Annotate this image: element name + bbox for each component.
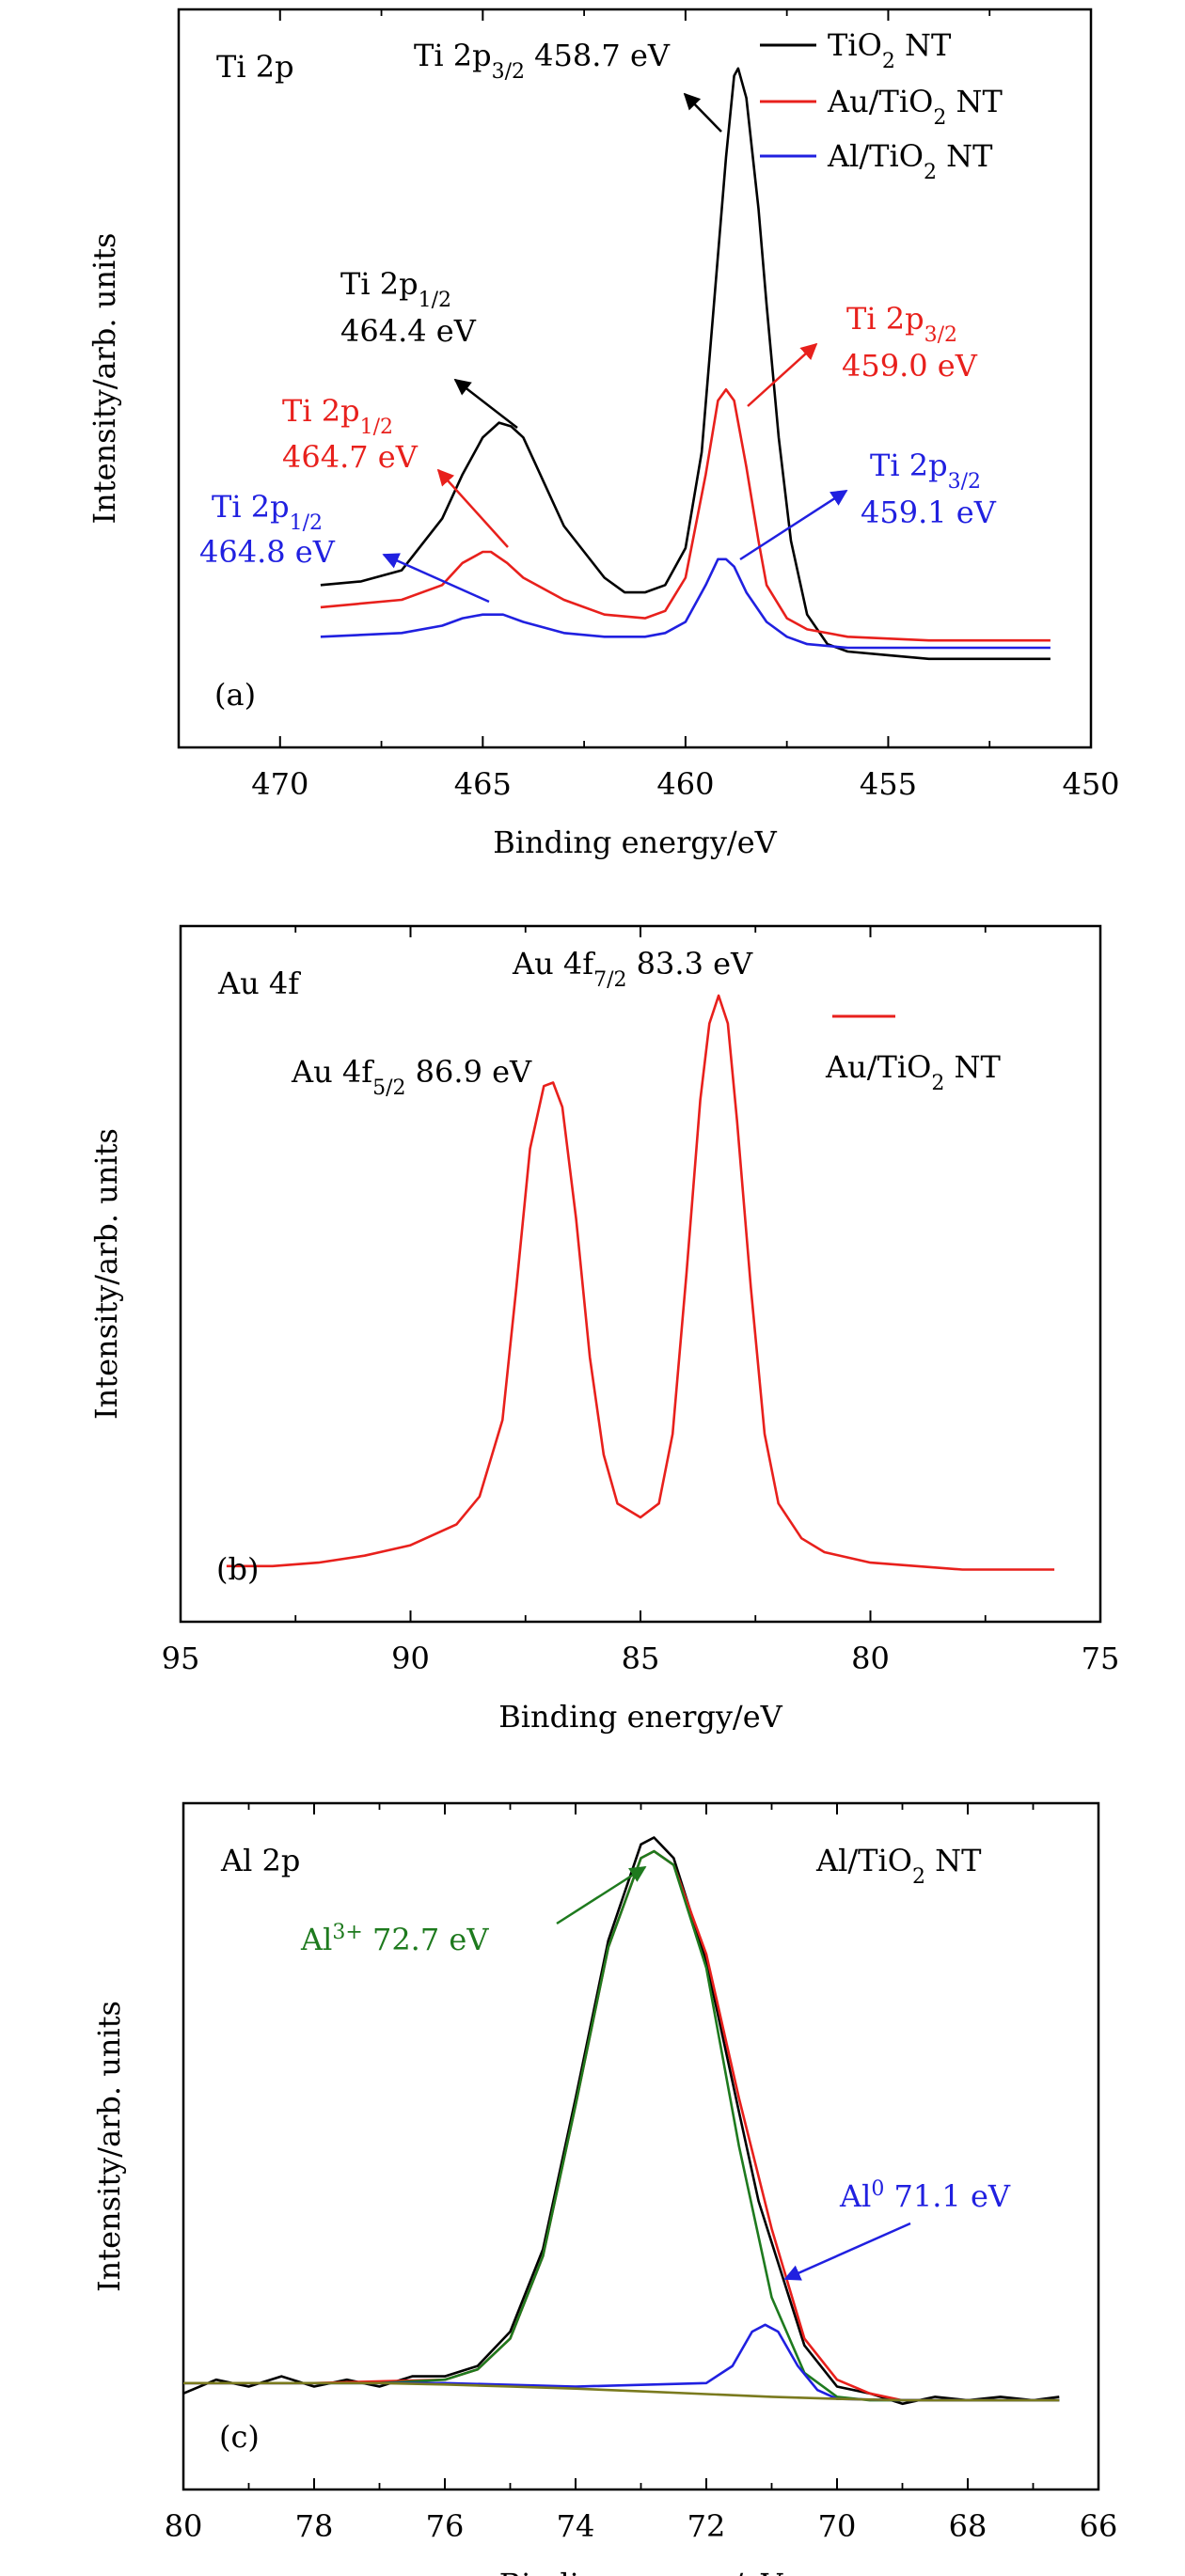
series-line-measured: [182, 1836, 1060, 2406]
series-line-al-component: [183, 2323, 1060, 2402]
x-tick-label: 450: [1062, 766, 1119, 802]
annotation-value: 464.8 eV: [199, 534, 336, 570]
legend-label: Au/TiO2 NT: [827, 84, 1003, 130]
y-axis-label: Intensity/arb. units: [91, 2001, 127, 2292]
panel-label: (b): [216, 1551, 259, 1587]
plot-frame: [182, 1801, 1100, 2491]
x-axis-label: Binding energy/eV: [498, 1699, 782, 1735]
x-tick-label: 75: [1082, 1641, 1120, 1676]
legend-label: TiO2 NT: [828, 27, 952, 73]
annotation-arrow: [783, 2222, 911, 2281]
annotation-ti-2p32-red: Ti 2p3/2: [846, 301, 957, 347]
annotation-ti-2p32-blue: Ti 2p3/2: [870, 448, 981, 494]
x-tick-label: 74: [557, 2508, 595, 2544]
annotation-value: 459.0 eV: [842, 348, 978, 384]
annotation-au-4f72: Au 4f7/2 83.3 eV: [512, 946, 753, 992]
annotation-ti-2p12-blue: Ti 2p1/2: [212, 489, 323, 535]
element-label: Al 2p: [220, 1843, 300, 1878]
series-line-au-tio-nt: [320, 387, 1051, 642]
x-tick-label: 78: [295, 2508, 334, 2544]
annotation-value: 459.1 eV: [861, 495, 997, 530]
panel-c: 80 78 76 74 72 70 68 66 Binding energy/eV Intensi…: [91, 1801, 1118, 2576]
y-axis-label: Intensity/arb. units: [88, 1128, 124, 1420]
annotation-arrow: [556, 1865, 647, 1925]
x-tick-label: 80: [165, 2508, 203, 2544]
legend-label: Al/TiO2 NT: [815, 1843, 982, 1889]
x-tick-label: 460: [656, 766, 714, 802]
legend-label: Al/TiO2 NT: [827, 138, 993, 184]
x-tick-label: 72: [687, 2508, 726, 2544]
x-tick-label: 95: [162, 1641, 200, 1676]
series-line-au-tio-nt: [226, 994, 1055, 1571]
panel-label: (a): [214, 677, 256, 713]
x-tick-label: 90: [391, 1641, 430, 1676]
annotation-value: 464.7 eV: [282, 439, 419, 475]
panel-a: 470 465 460 455 450 Binding energy/eV Intensit…: [87, 8, 1120, 860]
x-tick-label: 76: [426, 2508, 465, 2544]
annotation-al0: Al0 71.1 eV: [839, 2177, 1011, 2215]
annotation-arrow: [739, 489, 848, 561]
annotation-arrow: [436, 468, 509, 548]
x-axis-label: Binding energy/eV: [493, 825, 777, 860]
series-line-background: [183, 2381, 1060, 2402]
annotation-arrow: [453, 378, 518, 429]
y-axis-label: Intensity/arb. units: [87, 233, 122, 525]
annotation-al3: Al3+ 72.7 eV: [300, 1921, 489, 1958]
x-tick-label: 465: [454, 766, 512, 802]
annotation-arrow: [747, 342, 818, 407]
annotation-ti-2p12-red: Ti 2p1/2: [282, 393, 393, 439]
x-axis-label: Binding energy/eV: [499, 2567, 783, 2576]
annotation-arrow: [683, 92, 722, 133]
plot-frame: [177, 8, 1093, 749]
legend-label: Au/TiO2 NT: [825, 1049, 1001, 1095]
annotation-ti-2p12-black: Ti 2p1/2: [340, 266, 451, 312]
annotation-au-4f52: Au 4f5/2 86.9 eV: [291, 1054, 532, 1100]
panel-label: (c): [219, 2419, 260, 2455]
panel-b: 95 90 85 80 75 Binding energy/eV Intensity/arb…: [88, 924, 1120, 1735]
x-tick-label: 455: [860, 766, 917, 802]
x-tick-label: 80: [851, 1641, 890, 1676]
annotation-value: 464.4 eV: [340, 313, 477, 349]
x-tick-label: 66: [1080, 2508, 1118, 2544]
series-line-al-tio-nt: [320, 558, 1051, 650]
element-label: Au 4f: [217, 966, 301, 1001]
x-tick-label: 85: [622, 1641, 660, 1676]
annotation-arrow: [382, 553, 490, 604]
x-tick-label: 70: [818, 2508, 857, 2544]
annotation-ti-2p32-black: Ti 2p3/2 458.7 eV: [414, 38, 671, 84]
element-label: Ti 2p: [216, 49, 294, 85]
x-tick-label: 470: [251, 766, 308, 802]
x-tick-label: 68: [949, 2508, 988, 2544]
